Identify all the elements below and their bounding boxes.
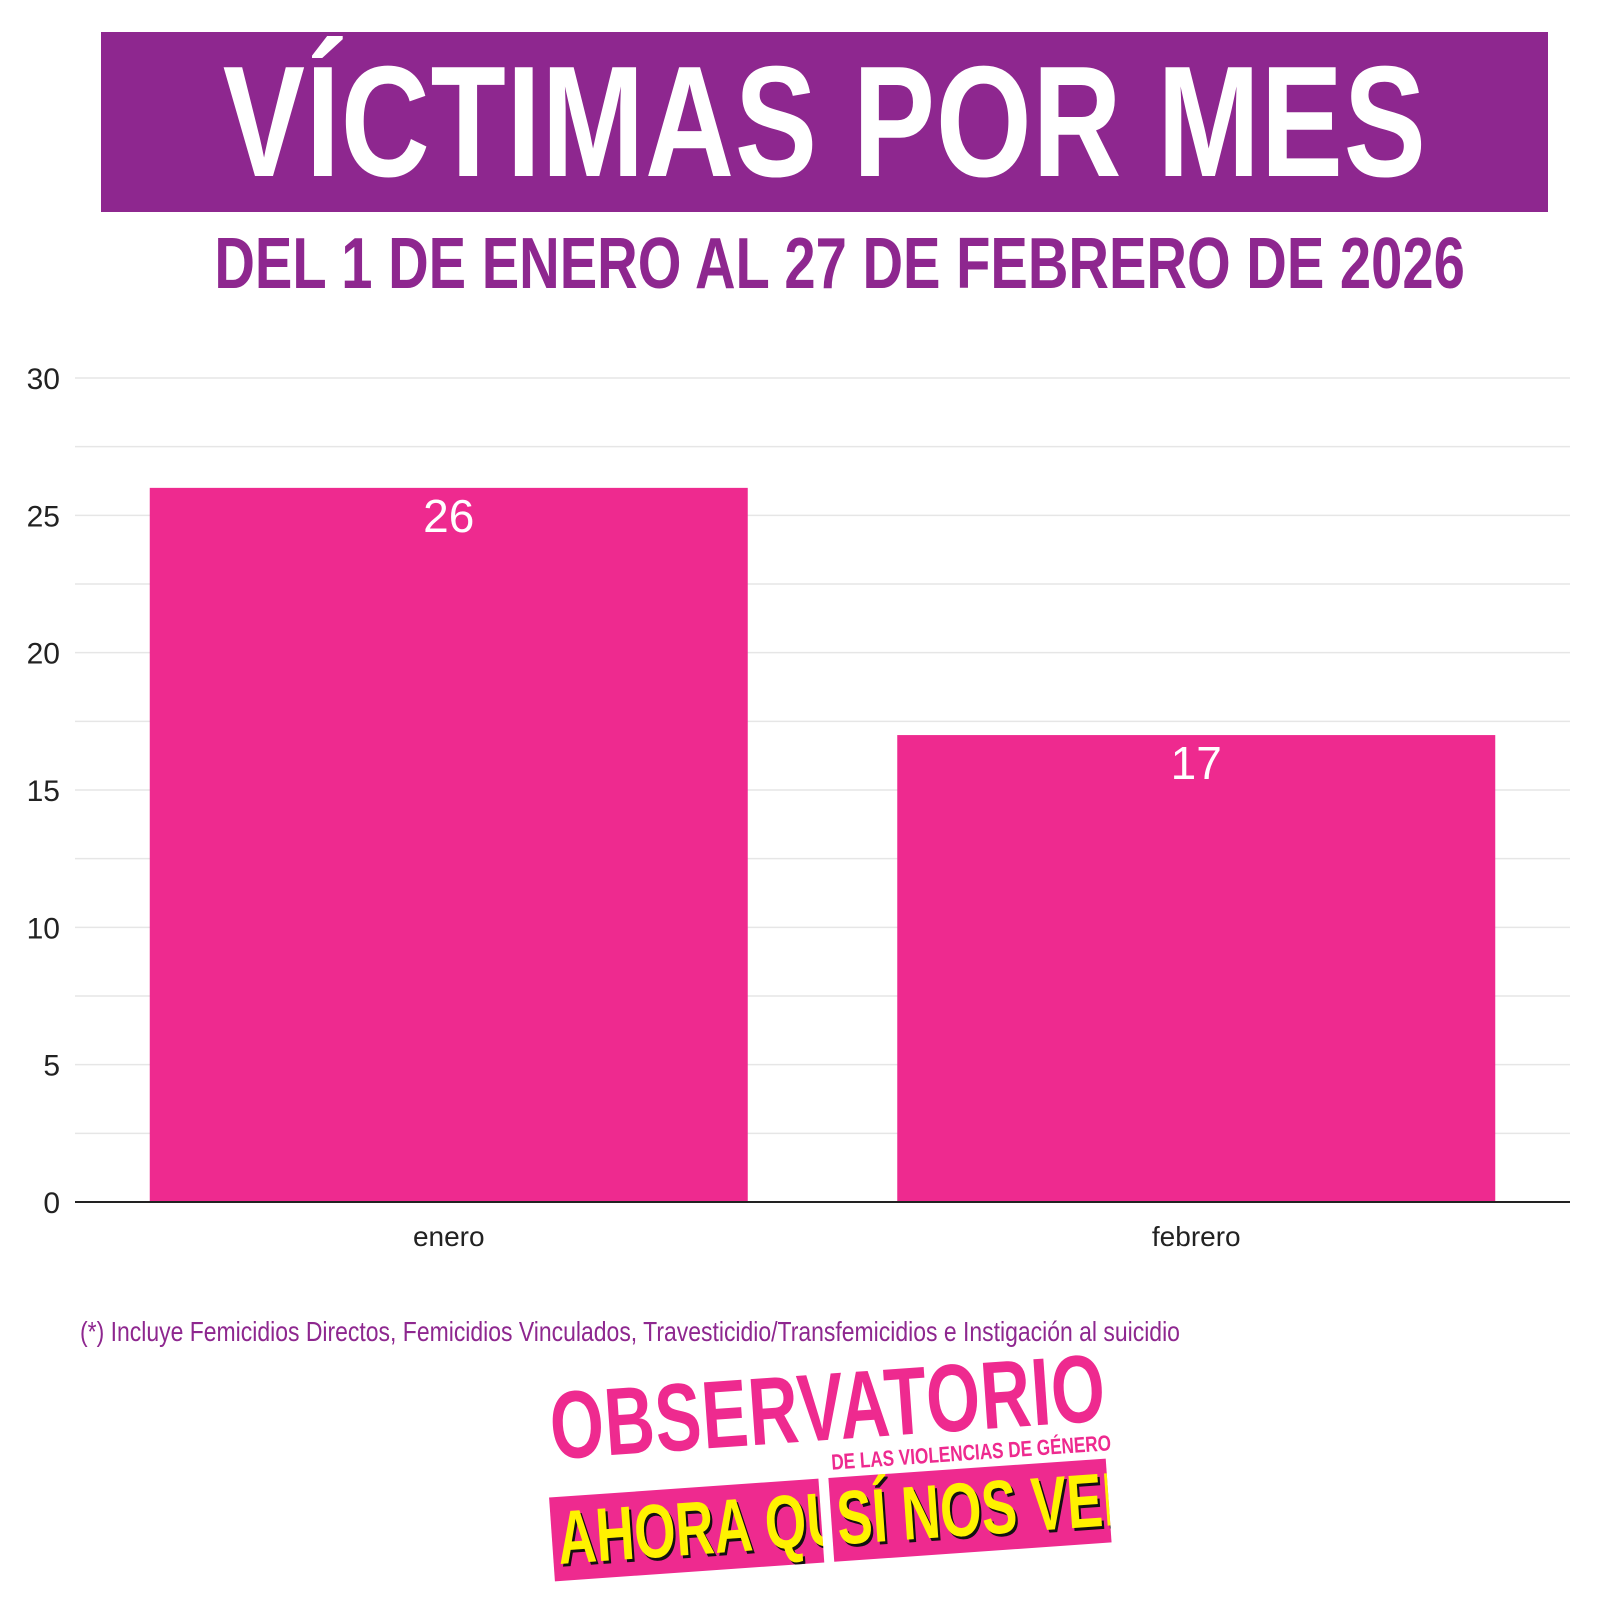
logo-left-text: AHORA QUE bbox=[554, 1478, 825, 1581]
data-label: 17 bbox=[1171, 737, 1222, 789]
x-tick-label: enero bbox=[413, 1221, 485, 1252]
bar-febrero bbox=[897, 735, 1496, 1202]
y-tick-label: 20 bbox=[27, 638, 60, 671]
y-tick-label: 10 bbox=[27, 912, 60, 945]
logo-box-left: AHORA QUE bbox=[549, 1478, 825, 1582]
title-banner: VÍCTIMAS POR MES bbox=[101, 32, 1548, 212]
y-tick-label: 30 bbox=[27, 363, 60, 396]
chart-title: VÍCTIMAS POR MES bbox=[222, 34, 1427, 210]
logo-box-right: SÍ NOS VEN bbox=[828, 1458, 1112, 1562]
observatorio-logo: OBSERVATORIO DE LAS VIOLENCIAS DE GÉNERO… bbox=[541, 1335, 1115, 1604]
bar-chart: 0 5 10 15 20 25 30 26 enero 17 febrero bbox=[27, 363, 1570, 1252]
bar-enero bbox=[149, 487, 748, 1202]
y-tick-label: 0 bbox=[43, 1187, 60, 1220]
y-tick-label: 25 bbox=[27, 500, 60, 533]
chart-subtitle: DEL 1 DE ENERO AL 27 DE FEBRERO DE 2026 bbox=[0, 222, 1600, 306]
y-tick-label: 15 bbox=[27, 775, 60, 808]
subtitle-text: DEL 1 DE ENERO AL 27 DE FEBRERO DE 2026 bbox=[214, 224, 1466, 304]
logo-right-text: SÍ NOS VEN bbox=[833, 1458, 1112, 1562]
x-tick-label: febrero bbox=[1152, 1221, 1241, 1252]
footnote: (*) Incluye Femicidios Directos, Femicid… bbox=[80, 1316, 1180, 1347]
y-tick-label: 5 bbox=[43, 1050, 60, 1083]
data-label: 26 bbox=[423, 490, 474, 542]
